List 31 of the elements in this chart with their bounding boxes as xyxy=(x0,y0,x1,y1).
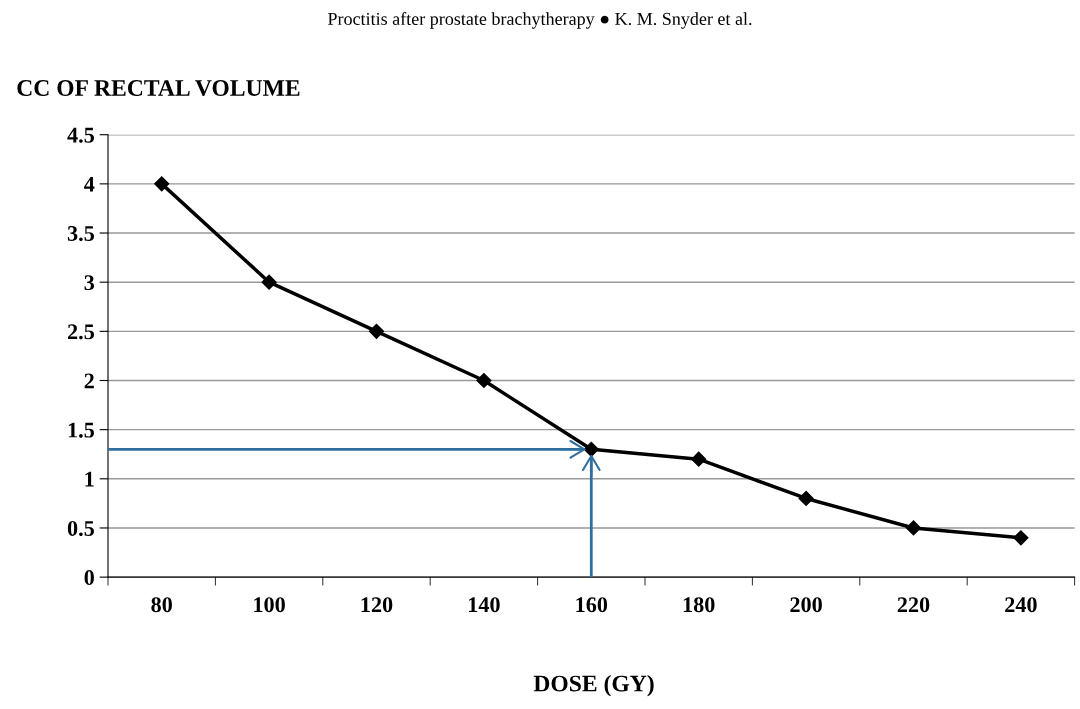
point xyxy=(154,176,170,192)
x-tick-label: 100 xyxy=(254,597,285,613)
point xyxy=(798,490,814,507)
x-tick-label: 240 xyxy=(1005,597,1037,613)
point xyxy=(691,451,707,467)
y-tick-label: 4 xyxy=(84,176,95,192)
y-tick-label: 2 xyxy=(84,373,94,389)
x-tick-label: 120 xyxy=(361,597,393,613)
x-tick-label: 220 xyxy=(897,597,930,613)
point xyxy=(476,372,492,389)
point xyxy=(583,441,599,457)
point xyxy=(905,520,922,536)
y-tick-label: 0 xyxy=(84,570,94,586)
x-tick-label: 200 xyxy=(790,597,822,613)
point xyxy=(261,274,277,290)
y-tick-label: 0.5 xyxy=(67,520,94,536)
y-tick-label: 2.5 xyxy=(67,324,94,340)
point xyxy=(368,323,385,339)
y-tick-label: 3.5 xyxy=(67,226,94,242)
text: Proctitis after prostate brachytherapy ● K. M. Snyder et al. xyxy=(327,12,752,29)
y-tick-label: 3 xyxy=(84,275,95,291)
x-tick-label: 80 xyxy=(151,597,172,613)
y-axis-title: CC OF RECTAL VOLUME xyxy=(17,80,300,97)
x-axis-title: DOSE (GY) xyxy=(533,674,654,697)
y-tick-label: 1 xyxy=(85,471,94,487)
point xyxy=(1013,530,1029,546)
y-tick-label: 1.5 xyxy=(68,422,94,438)
x-tick-label: 180 xyxy=(683,597,715,613)
y-tick-label: 4.5 xyxy=(67,127,94,143)
x-tick-label: 160 xyxy=(576,597,608,613)
x-tick-label: 140 xyxy=(469,597,500,613)
